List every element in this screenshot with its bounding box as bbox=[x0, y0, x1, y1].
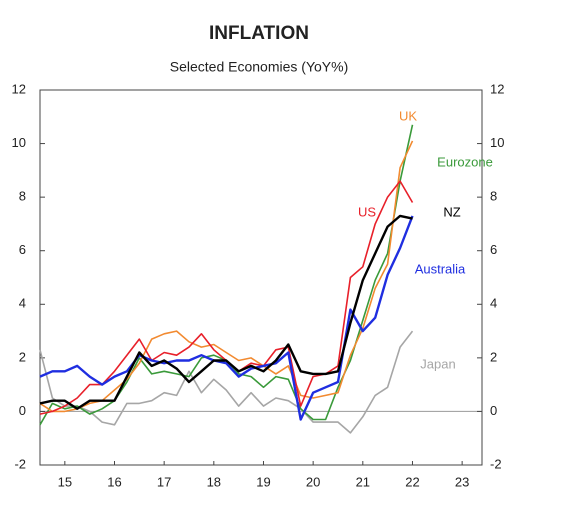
y-tick-label: 8 bbox=[19, 189, 26, 204]
x-tick-label: 21 bbox=[356, 474, 370, 489]
series-label: UK bbox=[399, 108, 417, 123]
y2-tick-label: 2 bbox=[490, 349, 497, 364]
series-label: US bbox=[358, 204, 376, 219]
x-tick-label: 17 bbox=[157, 474, 171, 489]
series-label: Australia bbox=[415, 261, 466, 276]
y-tick-label: 2 bbox=[19, 349, 26, 364]
y-tick-label: 12 bbox=[12, 81, 26, 96]
plot-frame bbox=[39, 89, 483, 466]
y-tick-label: 0 bbox=[19, 403, 26, 418]
series-line bbox=[39, 215, 414, 421]
series-line bbox=[39, 214, 413, 410]
y2-tick-label: -2 bbox=[490, 456, 502, 471]
series-label: Eurozone bbox=[437, 154, 493, 169]
series-line bbox=[39, 140, 414, 413]
y-tick-label: -2 bbox=[14, 456, 26, 471]
y2-tick-label: 6 bbox=[490, 242, 497, 257]
series-line bbox=[39, 330, 414, 434]
x-tick-label: 18 bbox=[207, 474, 221, 489]
chart-title: INFLATION bbox=[209, 23, 309, 44]
y2-tick-label: 4 bbox=[490, 296, 497, 311]
y-tick-label: 10 bbox=[12, 135, 26, 150]
series-label: Japan bbox=[420, 356, 455, 371]
y2-tick-label: 12 bbox=[490, 81, 504, 96]
y-tick-label: 6 bbox=[19, 242, 26, 257]
x-tick-label: 15 bbox=[58, 474, 72, 489]
x-tick-label: 22 bbox=[405, 474, 419, 489]
x-tick-label: 23 bbox=[455, 474, 469, 489]
series-label: NZ bbox=[443, 204, 460, 219]
x-tick-label: 20 bbox=[306, 474, 320, 489]
y2-tick-label: 10 bbox=[490, 135, 504, 150]
x-tick-label: 19 bbox=[256, 474, 270, 489]
x-tick-label: 16 bbox=[107, 474, 121, 489]
y-tick-label: 4 bbox=[19, 296, 26, 311]
chart-subtitle: Selected Economies (YoY%) bbox=[170, 59, 348, 75]
y2-tick-label: 0 bbox=[490, 403, 497, 418]
y2-tick-label: 8 bbox=[490, 189, 497, 204]
